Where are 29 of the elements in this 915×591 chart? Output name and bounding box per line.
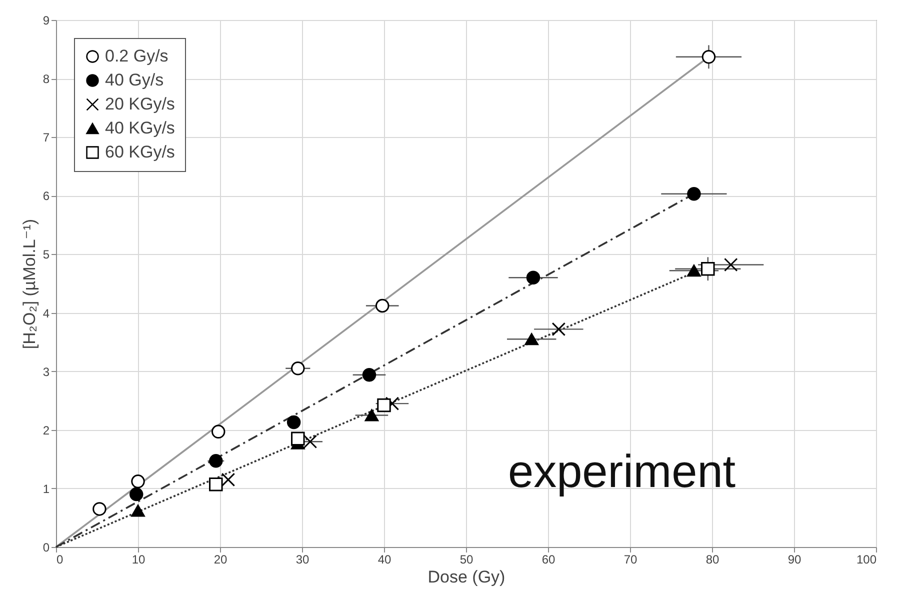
x-tick-label: 40 (378, 552, 392, 566)
x-tick-label: 0 (56, 552, 64, 566)
x-tick-label: 90 (788, 552, 802, 566)
x-tick-label: 30 (296, 552, 310, 566)
y-tick-label: 9 (42, 14, 50, 28)
x-tick-label: 100 (856, 552, 877, 566)
y-tick-label: 8 (42, 72, 50, 86)
y-tick-label: 5 (42, 248, 50, 262)
legend-label: 40 KGy/s (105, 118, 175, 138)
legend-label: 0.2 Gy/s (105, 46, 168, 66)
x-tick-label: 10 (132, 552, 146, 566)
x-tick-label: 50 (460, 552, 474, 566)
x-tick-label: 70 (624, 552, 638, 566)
legend-label: 60 KGy/s (105, 142, 175, 162)
x-tick-label: 20 (214, 552, 228, 566)
legend-label: 40 Gy/s (105, 70, 164, 90)
y-tick-label: 0 (42, 540, 50, 554)
annotation: experiment (508, 445, 736, 498)
y-axis-title: [H₂O₂] (µMol.L⁻¹) (20, 218, 39, 350)
y-tick-label: 3 (42, 364, 50, 379)
y-tick-label: 2 (42, 423, 50, 438)
x-tick-label: 60 (542, 552, 556, 566)
y-tick-label: 4 (42, 306, 50, 320)
y-tick-label: 7 (42, 130, 50, 145)
x-axis-title: Dose (Gy) (428, 568, 506, 586)
y-tick-label: 1 (42, 482, 50, 496)
x-tick-label: 80 (706, 552, 720, 566)
legend-label: 20 KGy/s (105, 94, 175, 114)
y-tick-label: 6 (42, 189, 50, 204)
